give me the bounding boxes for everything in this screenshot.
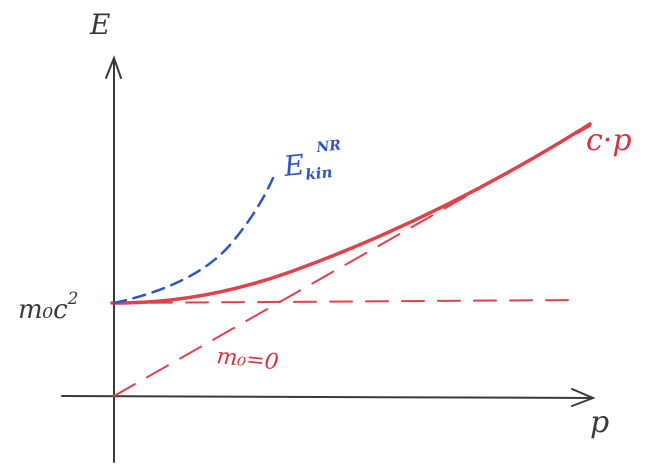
x-axis-arrow-icon — [571, 388, 596, 407]
total-energy-label: c·p — [586, 123, 632, 158]
rest-energy-label-sup: 2 — [67, 289, 79, 309]
x-axis-label: p — [590, 405, 609, 440]
relativistic-energy-curve — [110, 122, 592, 305]
nonrel-kinetic-label-sup: NR — [315, 138, 342, 157]
nonrel-kinetic-label-main: E — [281, 148, 306, 183]
x-axis — [61, 395, 593, 399]
rest-energy-label-main: m₀c — [18, 295, 68, 325]
y-axis-label: E — [89, 8, 110, 41]
axes — [61, 55, 596, 463]
y-axis-arrow-icon — [105, 55, 122, 79]
rest-energy-label: m₀c2 — [18, 289, 78, 325]
nonrelativistic-energy-curve — [112, 176, 275, 305]
nonrel-kinetic-label-sub: kin — [305, 163, 334, 184]
nonrel-kinetic-label: Ekin — [281, 145, 333, 186]
rest-energy-line — [113, 299, 581, 304]
massless-label: m₀=0 — [215, 344, 279, 375]
